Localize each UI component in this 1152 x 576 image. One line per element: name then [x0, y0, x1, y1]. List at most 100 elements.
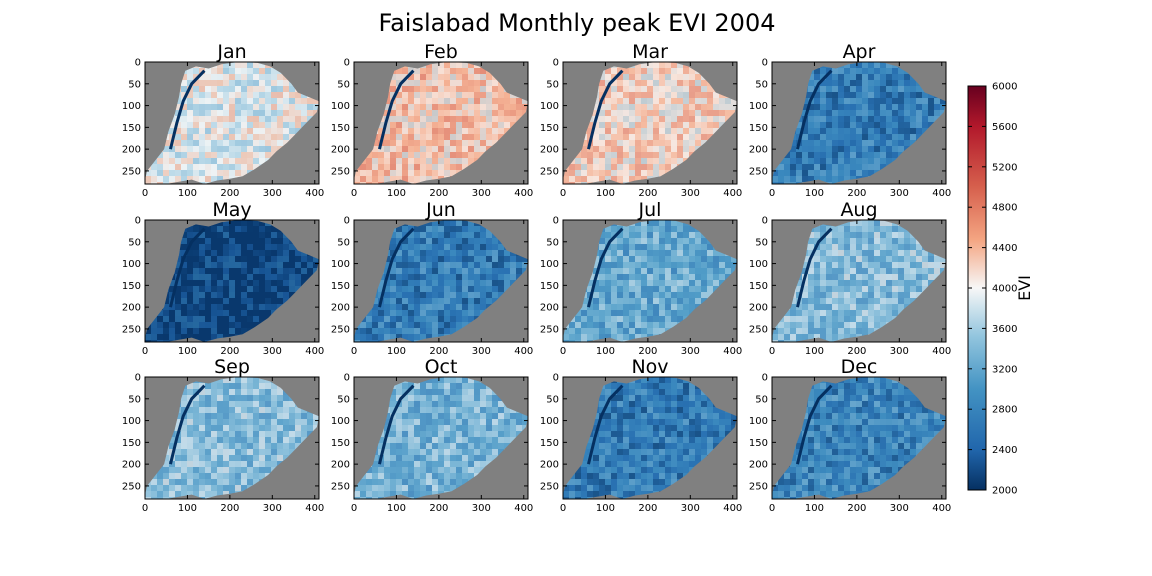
x-tick-label: 300	[472, 346, 491, 357]
x-tick-label: 100	[596, 346, 615, 357]
x-tick-label: 300	[472, 503, 491, 514]
y-tick-label: 0	[762, 216, 768, 227]
x-tick-label: 300	[681, 346, 700, 357]
x-tick-label: 300	[263, 188, 282, 199]
panel-frame	[144, 61, 320, 185]
x-tick-label: 400	[932, 503, 951, 514]
y-tick-label: 50	[546, 79, 559, 90]
y-tick-label: 200	[540, 460, 559, 471]
panel-aug: Aug 0 100 200 300 400 0 50 100 150 200 250	[749, 199, 951, 357]
colorbar-tick-label: 2000	[992, 486, 1017, 497]
y-tick-label: 150	[540, 438, 559, 449]
x-tick-label: 200	[220, 188, 239, 199]
x-tick-label: 400	[723, 188, 742, 199]
y-tick-label: 50	[755, 394, 768, 405]
y-tick-label: 50	[337, 237, 350, 248]
panel-frame	[353, 219, 529, 343]
y-tick-label: 250	[331, 481, 350, 492]
y-tick-label: 50	[128, 237, 141, 248]
y-tick-label: 200	[331, 145, 350, 156]
y-tick-label: 150	[540, 123, 559, 134]
y-tick-label: 250	[540, 166, 559, 177]
colorbar-ticks: 2000 2400 2800 3200 3600 4000 4400 4800 5200 5600…	[968, 82, 1017, 497]
colorbar-tick-label: 6000	[992, 82, 1017, 93]
panel-frame	[562, 61, 738, 185]
x-tick-label: 300	[890, 188, 909, 199]
y-tick-label: 200	[749, 460, 768, 471]
x-tick-label: 400	[723, 346, 742, 357]
x-tick-label: 400	[305, 503, 324, 514]
x-tick-label: 0	[351, 188, 357, 199]
x-tick-label: 300	[890, 503, 909, 514]
colorbar-tick-label: 5200	[992, 162, 1017, 173]
colorbar-tick-label: 4800	[992, 203, 1017, 214]
x-tick-label: 0	[142, 346, 148, 357]
panel-title: Dec	[841, 356, 878, 378]
panel-apr: Apr 0 100 200 300 400 0 50 100 150 200 250	[749, 41, 951, 199]
panel-jun: Jun 0 100 200 300 400 0 50 100 150 200 250	[331, 199, 533, 357]
panel-frame	[562, 219, 738, 343]
y-tick-label: 200	[122, 303, 141, 314]
colorbar-label: EVI	[1015, 275, 1034, 301]
panel-frame	[353, 61, 529, 185]
x-tick-label: 300	[681, 503, 700, 514]
y-tick-label: 250	[122, 481, 141, 492]
y-tick-label: 150	[122, 123, 141, 134]
y-tick-label: 150	[331, 123, 350, 134]
y-tick-label: 250	[540, 481, 559, 492]
panel-title: Feb	[424, 41, 458, 63]
y-tick-label: 100	[331, 101, 350, 112]
panel-title: Mar	[632, 41, 668, 63]
colorbar-tick-label: 3200	[992, 364, 1017, 375]
y-tick-label: 100	[540, 416, 559, 427]
y-tick-label: 250	[122, 166, 141, 177]
panel-title: May	[212, 199, 251, 221]
y-tick-label: 150	[331, 438, 350, 449]
panel-title: Jan	[216, 41, 246, 63]
x-tick-label: 100	[596, 503, 615, 514]
panel-feb: Feb 0 100 200 300 400 0 50 100 150 200 250	[331, 41, 533, 199]
x-tick-label: 400	[932, 188, 951, 199]
y-tick-label: 0	[135, 373, 141, 384]
y-tick-label: 0	[135, 216, 141, 227]
x-tick-label: 0	[351, 346, 357, 357]
y-tick-label: 100	[331, 416, 350, 427]
y-tick-label: 100	[749, 259, 768, 270]
y-tick-label: 0	[135, 58, 141, 69]
x-tick-label: 200	[847, 188, 866, 199]
x-tick-label: 300	[263, 346, 282, 357]
y-tick-label: 0	[553, 58, 559, 69]
x-tick-label: 300	[890, 346, 909, 357]
panel-frame	[771, 61, 947, 185]
y-tick-label: 250	[749, 324, 768, 335]
x-tick-label: 0	[560, 503, 566, 514]
x-tick-label: 200	[429, 346, 448, 357]
y-tick-label: 50	[128, 394, 141, 405]
y-tick-label: 50	[755, 237, 768, 248]
x-tick-label: 200	[638, 503, 657, 514]
x-tick-label: 100	[387, 346, 406, 357]
panel-frame	[771, 376, 947, 500]
y-tick-label: 150	[749, 281, 768, 292]
panel-mar: Mar 0 100 200 300 400 0 50 100 150 200 250	[540, 41, 742, 199]
panel-title: Jun	[425, 199, 456, 221]
panel-dec: Dec 0 100 200 300 400 0 50 100 150 200 250	[749, 356, 951, 514]
panel-may: May 0 100 200 300 400 0 50 100 150 200 250	[122, 199, 324, 357]
panel-frame	[144, 219, 320, 343]
x-tick-label: 0	[142, 188, 148, 199]
y-tick-label: 250	[331, 166, 350, 177]
x-tick-label: 100	[805, 503, 824, 514]
y-tick-label: 150	[749, 123, 768, 134]
y-tick-label: 0	[762, 373, 768, 384]
x-tick-label: 300	[681, 188, 700, 199]
y-tick-label: 250	[749, 166, 768, 177]
panel-oct: Oct 0 100 200 300 400 0 50 100 150 200 250	[331, 356, 533, 514]
colorbar-tick-label: 3600	[992, 324, 1017, 335]
x-tick-label: 100	[387, 503, 406, 514]
panel-grid: Jan 0 100 200 300 400 0 50 100 150 200 250 Feb 0 100 20…	[122, 41, 951, 514]
x-tick-label: 0	[560, 188, 566, 199]
x-tick-label: 200	[638, 188, 657, 199]
colorbar: 2000 2400 2800 3200 3600 4000 4400 4800 5200 5600…	[967, 82, 1034, 497]
panel-frame	[353, 376, 529, 500]
x-tick-label: 100	[596, 188, 615, 199]
